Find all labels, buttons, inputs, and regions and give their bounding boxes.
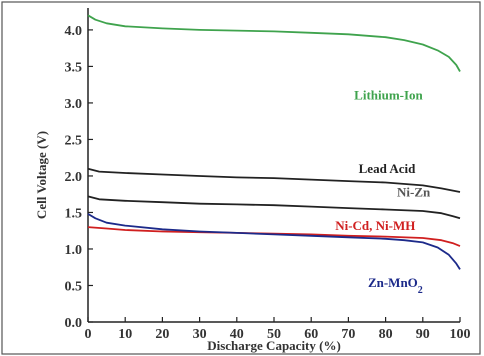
x-tick-label: 80 [379, 327, 393, 342]
y-tick-label: 4.0 [65, 24, 83, 39]
y-tick-label: 0.5 [65, 279, 83, 294]
series-line-1 [87, 167, 461, 193]
y-tick-label: 2.5 [65, 133, 83, 148]
series-lines [87, 14, 461, 270]
x-tick-label: 10 [118, 327, 132, 342]
y-tick-label: 0.0 [65, 316, 83, 331]
x-tick-label: 60 [304, 327, 318, 342]
series-label-2: Ni-Zn [397, 184, 431, 199]
x-axis-title: Discharge Capacity (%) [207, 338, 341, 353]
y-tick-label: 3.0 [65, 97, 83, 112]
x-tick-label: 100 [450, 327, 471, 342]
y-tick-label: 1.0 [65, 243, 83, 258]
series-label-3: Ni-Cd, Ni-MH [335, 218, 415, 233]
axes: 0.0 0.5 1.0 1.5 2.0 2.5 3.0 3.5 4.0 0 10 20 30 40 50 60… [65, 8, 471, 342]
y-tick-label: 3.5 [65, 60, 83, 75]
x-tick-label: 40 [230, 327, 244, 342]
y-tick-label: 1.5 [65, 206, 83, 221]
x-tick-label: 50 [267, 327, 281, 342]
series-line-2 [87, 195, 461, 220]
y-axis-title: Cell Voltage (V) [34, 131, 49, 219]
x-tick-label: 70 [341, 327, 355, 342]
x-tick-label: 90 [416, 327, 430, 342]
series-label-0: Lithium-Ion [354, 87, 423, 102]
x-tick-label: 20 [155, 327, 169, 342]
series-label-1: Lead Acid [359, 161, 416, 176]
x-tick-label: 0 [85, 327, 92, 342]
series-line-0 [87, 14, 461, 72]
series-line-4 [87, 213, 461, 270]
x-tick-label: 30 [193, 327, 207, 342]
series-line-3 [87, 226, 461, 247]
y-tick-label: 2.0 [65, 170, 83, 185]
